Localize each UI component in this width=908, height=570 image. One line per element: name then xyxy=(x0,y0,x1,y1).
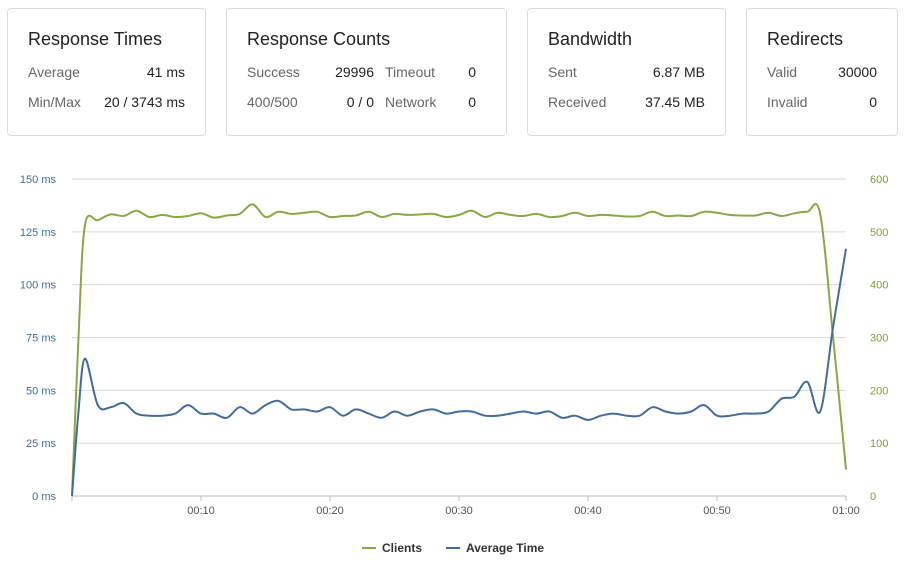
success-label: Success xyxy=(247,64,300,80)
y-left-tick-label: 75 ms xyxy=(26,333,56,345)
y-right-tick-label: 0 xyxy=(870,491,876,503)
valid-value: 30000 xyxy=(838,64,877,80)
y-right-tick-label: 100 xyxy=(870,438,888,450)
min-max-label: Min/Max xyxy=(28,94,81,110)
timeout-value: 0 xyxy=(468,64,476,80)
legend-label-clients: Clients xyxy=(382,541,422,555)
y-right-tick-label: 500 xyxy=(870,227,888,239)
average-time-series-line xyxy=(71,248,847,497)
bandwidth-card: Bandwidth Sent 6.87 MB Received 37.45 MB xyxy=(527,8,726,136)
x-tick-label: 00:10 xyxy=(187,505,215,517)
sent-value: 6.87 MB xyxy=(652,64,705,80)
x-tick-label: 00:30 xyxy=(445,505,473,517)
y-right-tick-label: 400 xyxy=(870,280,888,292)
y-right-tick-label: 200 xyxy=(870,385,888,397)
response-chart: 0 ms 0 25 ms 100 50 ms 200 75 ms 300 100 ms 400 12… xyxy=(20,174,888,555)
received-label: Received xyxy=(548,94,607,110)
network-label: Network xyxy=(385,94,437,110)
x-tick-label: 00:50 xyxy=(703,505,731,517)
average-value: 41 ms xyxy=(146,64,185,80)
invalid-value: 0 xyxy=(869,94,877,110)
y-right-tick-label: 300 xyxy=(870,333,888,345)
y-left-tick-label: 0 ms xyxy=(32,491,56,503)
http-errors-value: 0 / 0 xyxy=(346,94,374,110)
invalid-row: Invalid 0 xyxy=(767,94,877,112)
valid-label: Valid xyxy=(767,64,798,80)
x-tick-label: 00:20 xyxy=(316,505,344,517)
legend-label-average-time: Average Time xyxy=(466,541,544,555)
y-left-tick-label: 150 ms xyxy=(20,174,57,186)
response-times-card: Response Times Average 41 ms Min/Max 20 … xyxy=(7,8,206,136)
redirects-card: Redirects Valid 30000 Invalid 0 xyxy=(746,8,898,136)
success-value: 29996 xyxy=(335,64,374,80)
sent-label: Sent xyxy=(548,64,577,80)
average-row: Average 41 ms xyxy=(28,64,185,82)
response-counts-title: Response Counts xyxy=(247,29,391,49)
redirects-title: Redirects xyxy=(767,29,844,49)
valid-row: Valid 30000 xyxy=(767,64,877,82)
received-row: Received 37.45 MB xyxy=(548,94,705,112)
average-label: Average xyxy=(28,64,80,80)
y-left-tick-label: 25 ms xyxy=(26,438,56,450)
min-max-value: 20 / 3743 ms xyxy=(104,94,185,110)
sent-row: Sent 6.87 MB xyxy=(548,64,705,82)
x-tick-label: 00:40 xyxy=(574,505,602,517)
response-times-title: Response Times xyxy=(28,29,163,49)
invalid-label: Invalid xyxy=(767,94,808,110)
response-counts-card: Response Counts Success 29996 Timeout 0 … xyxy=(226,8,507,136)
y-left-tick-label: 125 ms xyxy=(20,227,57,239)
clients-series-line xyxy=(71,203,847,497)
http-errors-label: 400/500 xyxy=(247,94,298,110)
bandwidth-title: Bandwidth xyxy=(548,29,633,49)
timeout-label: Timeout xyxy=(385,64,436,80)
received-value: 37.45 MB xyxy=(645,94,705,110)
success-row: Success 29996 Timeout 0 xyxy=(247,64,486,82)
http-errors-row: 400/500 0 / 0 Network 0 xyxy=(247,94,486,112)
y-right-tick-label: 600 xyxy=(870,174,888,186)
y-left-tick-label: 50 ms xyxy=(26,385,56,397)
network-value: 0 xyxy=(468,94,476,110)
min-max-row: Min/Max 20 / 3743 ms xyxy=(28,94,185,112)
x-tick-label: 01:00 xyxy=(832,505,860,517)
y-left-tick-label: 100 ms xyxy=(20,280,57,292)
